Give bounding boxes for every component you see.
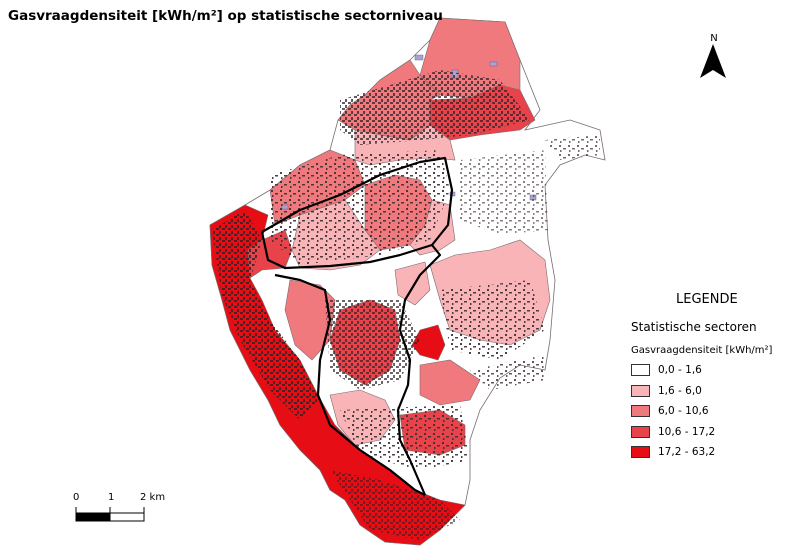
legend-swatch <box>631 364 650 377</box>
legend-item-label: 17,2 - 63,2 <box>658 446 716 459</box>
scale-bar-graphic <box>75 507 145 522</box>
legend-swatch <box>631 405 650 418</box>
legend-field-name: Gasvraagdensiteit [kWh/m²] <box>631 345 773 356</box>
scale-label-2: 2 km <box>140 492 166 503</box>
legend-item: 10,6 - 17,2 <box>631 422 715 443</box>
legend-item: 0,0 - 1,6 <box>631 360 715 381</box>
legend-classes: 0,0 - 1,6 1,6 - 6,0 6,0 - 10,6 10,6 - 17… <box>631 360 715 463</box>
legend-swatch <box>631 446 650 459</box>
legend-item-label: 0,0 - 1,6 <box>658 364 702 377</box>
legend-item-label: 10,6 - 17,2 <box>658 425 716 438</box>
legend-layer-name: Statistische sectoren <box>631 320 757 334</box>
scale-label-0: 0 <box>73 492 80 503</box>
north-label: N <box>710 33 718 44</box>
scale-bar: 0 1 2 km <box>72 492 172 526</box>
map-title: Gasvraagdensiteit [kWh/m²] op statistisc… <box>8 8 443 24</box>
legend-swatch <box>631 425 650 438</box>
north-arrow: N <box>694 33 734 83</box>
scale-label-1: 1 <box>108 492 115 503</box>
legend-swatch <box>631 384 650 397</box>
boundary-lines <box>260 156 454 496</box>
legend-title: LEGENDE <box>676 292 738 307</box>
legend-item: 6,0 - 10,6 <box>631 401 715 422</box>
north-arrow-icon <box>700 44 726 78</box>
legend-item: 1,6 - 6,0 <box>631 381 715 402</box>
legend-item-label: 6,0 - 10,6 <box>658 405 709 418</box>
legend-item: 17,2 - 63,2 <box>631 442 715 463</box>
built-up-areas <box>212 70 600 540</box>
legend-item-label: 1,6 - 6,0 <box>658 384 702 397</box>
